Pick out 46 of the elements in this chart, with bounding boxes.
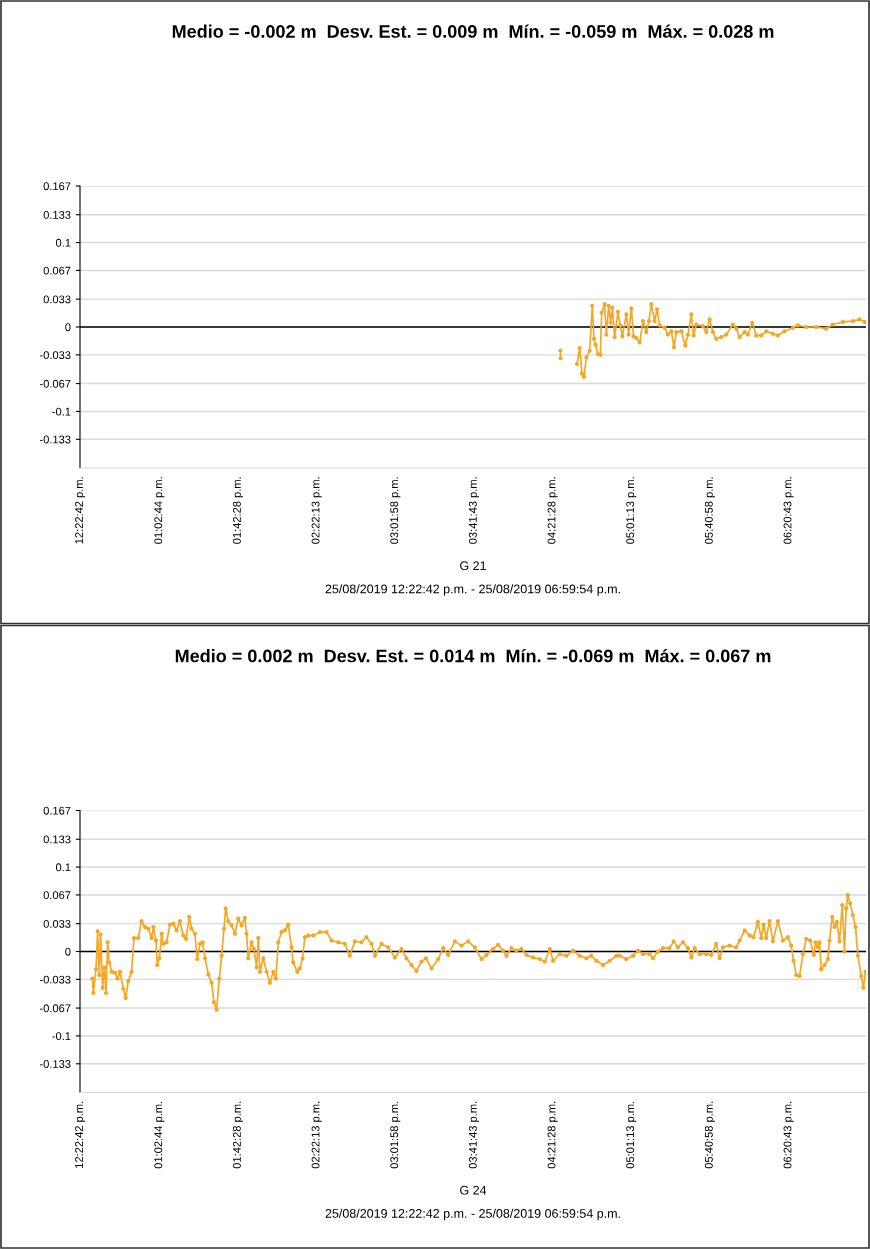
chart-title: Medio = -0.002 m Desv. Est. = 0.009 m Mín. = -0.059 m Máx. = 0.028 m xyxy=(172,24,774,38)
x-tick-label: 03:01:58 p.m. xyxy=(390,1101,401,1169)
x-tick-label: 02:22:13 p.m. xyxy=(311,477,322,544)
x-tick-label: 05:40:58 p.m. xyxy=(704,1101,715,1169)
y-tick-label: 0 xyxy=(65,323,71,332)
x-tick-label: 06:20:43 p.m. xyxy=(783,1101,794,1169)
x-tick-label: 01:42:28 p.m. xyxy=(232,1101,244,1169)
y-tick-label: 0.1 xyxy=(55,238,71,247)
chart-title: Medio = 0.002 m Desv. Est. = 0.014 m Mín. = -0.069 m Máx. = 0.067 m xyxy=(175,648,771,663)
y-tick-label: -0.067 xyxy=(39,1004,71,1013)
x-tick-label: 04:21:28 p.m. xyxy=(547,1101,558,1169)
y-tick-label: 0 xyxy=(65,947,71,956)
x-tick-label: 01:02:44 p.m. xyxy=(154,1101,165,1169)
y-tick-label: 0.1 xyxy=(55,863,71,872)
y-tick-label: 0.167 xyxy=(43,806,71,815)
text: 25/08/2019 12:22:42 p.m. - 25/08/2019 06:59:54 p.m. xyxy=(325,584,620,596)
x-tick-label: 05:01:13 p.m. xyxy=(626,477,637,544)
y-tick-label: 0.133 xyxy=(43,210,71,219)
text: 25/08/2019 12:22:42 p.m. - 25/08/2019 06:59:54 p.m. xyxy=(325,1208,620,1221)
x-tick-label: 01:02:44 p.m. xyxy=(154,477,165,544)
x-tick-label: 12:22:42 p.m. xyxy=(75,1101,86,1168)
x-tick-label: 05:01:13 p.m. xyxy=(626,1101,637,1169)
y-tick-label: -0.067 xyxy=(39,379,71,388)
x-axis-title: G 24 xyxy=(460,1185,487,1195)
x-tick-label: 06:20:43 p.m. xyxy=(783,477,794,544)
y-tick-label: 0.167 xyxy=(43,182,71,191)
y-tick-label: 0.067 xyxy=(43,266,71,275)
y-tick-label: -0.1 xyxy=(52,1032,71,1041)
y-tick-label: -0.033 xyxy=(39,975,71,984)
x-axis-title: G 21 xyxy=(460,561,486,571)
x-tick-label: 01:42:28 p.m. xyxy=(232,477,244,544)
x-tick-label: 12:22:42 p.m. xyxy=(75,477,86,544)
y-tick-label: -0.133 xyxy=(39,1060,71,1068)
y-tick-label: -0.1 xyxy=(52,407,71,416)
x-tick-label: 03:01:58 p.m. xyxy=(390,477,401,544)
x-tick-label: 05:40:58 p.m. xyxy=(704,477,715,544)
x-tick-label: 02:22:13 p.m. xyxy=(311,1101,322,1169)
x-tick-label: 03:41:43 p.m. xyxy=(468,1101,479,1169)
y-tick-label: 0.133 xyxy=(43,835,71,844)
y-tick-label: 0.067 xyxy=(43,891,71,900)
x-tick-label: 03:41:43 p.m. xyxy=(468,477,479,544)
y-tick-label: -0.033 xyxy=(39,351,71,359)
y-tick-label: 0.033 xyxy=(43,919,71,928)
y-tick-label: 0.033 xyxy=(43,295,71,304)
y-tick-label: -0.133 xyxy=(39,435,71,444)
x-tick-label: 04:21:28 p.m. xyxy=(547,477,558,544)
